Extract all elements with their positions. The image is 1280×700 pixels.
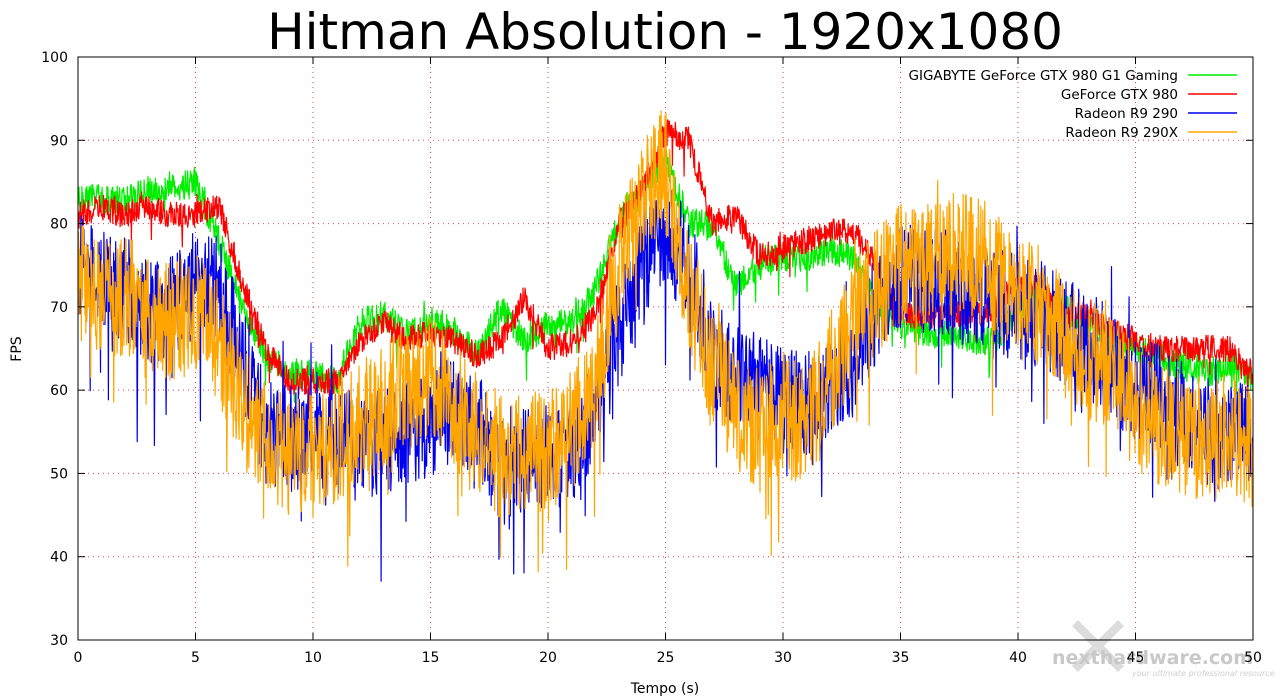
x-tick-label: 35 (892, 650, 910, 666)
y-tick-label: 40 (50, 550, 68, 566)
chart-title: Hitman Absolution - 1920x1080 (267, 3, 1063, 61)
series-line-3 (78, 110, 1253, 573)
y-axis-ticks: 30 40 50 60 70 80 90 100 (41, 50, 1253, 649)
series-layer (78, 110, 1253, 582)
x-tick-label: 15 (422, 650, 440, 666)
x-tick-label: 45 (1127, 650, 1145, 666)
x-axis-label: Tempo (s) (630, 681, 700, 697)
series-line-2 (78, 189, 1253, 582)
y-tick-label: 90 (50, 133, 68, 149)
x-axis-ticks: 0 5 10 15 20 25 30 35 40 45 50 (74, 57, 1262, 666)
y-tick-label: 70 (50, 300, 68, 316)
x-tick-label: 20 (539, 650, 557, 666)
legend-label: Radeon R9 290 (1075, 106, 1178, 122)
x-tick-label: 50 (1244, 650, 1262, 666)
watermark-brand: nexthardware.com (1052, 647, 1253, 669)
x-tick-label: 5 (191, 650, 200, 666)
x-tick-label: 10 (304, 650, 322, 666)
y-tick-label: 50 (50, 466, 68, 482)
x-tick-label: 30 (774, 650, 792, 666)
legend-label: GeForce GTX 980 (1061, 87, 1178, 103)
y-tick-label: 100 (41, 50, 68, 66)
watermark-tagline: your ultimate professional resource (1131, 669, 1275, 678)
y-tick-label: 30 (50, 633, 68, 649)
legend-label: Radeon R9 290X (1065, 125, 1178, 141)
watermark-logo: nexthardware.com your ultimate professio… (1052, 620, 1275, 678)
y-axis-label: FPS (9, 336, 25, 361)
x-tick-label: 0 (74, 650, 83, 666)
x-tick-label: 40 (1009, 650, 1027, 666)
y-tick-label: 80 (50, 217, 68, 233)
y-tick-label: 60 (50, 383, 68, 399)
legend-label: GIGABYTE GeForce GTX 980 G1 Gaming (909, 68, 1179, 84)
x-tick-label: 25 (657, 650, 675, 666)
chart-legend: GIGABYTE GeForce GTX 980 G1 Gaming GeForc… (909, 68, 1237, 141)
